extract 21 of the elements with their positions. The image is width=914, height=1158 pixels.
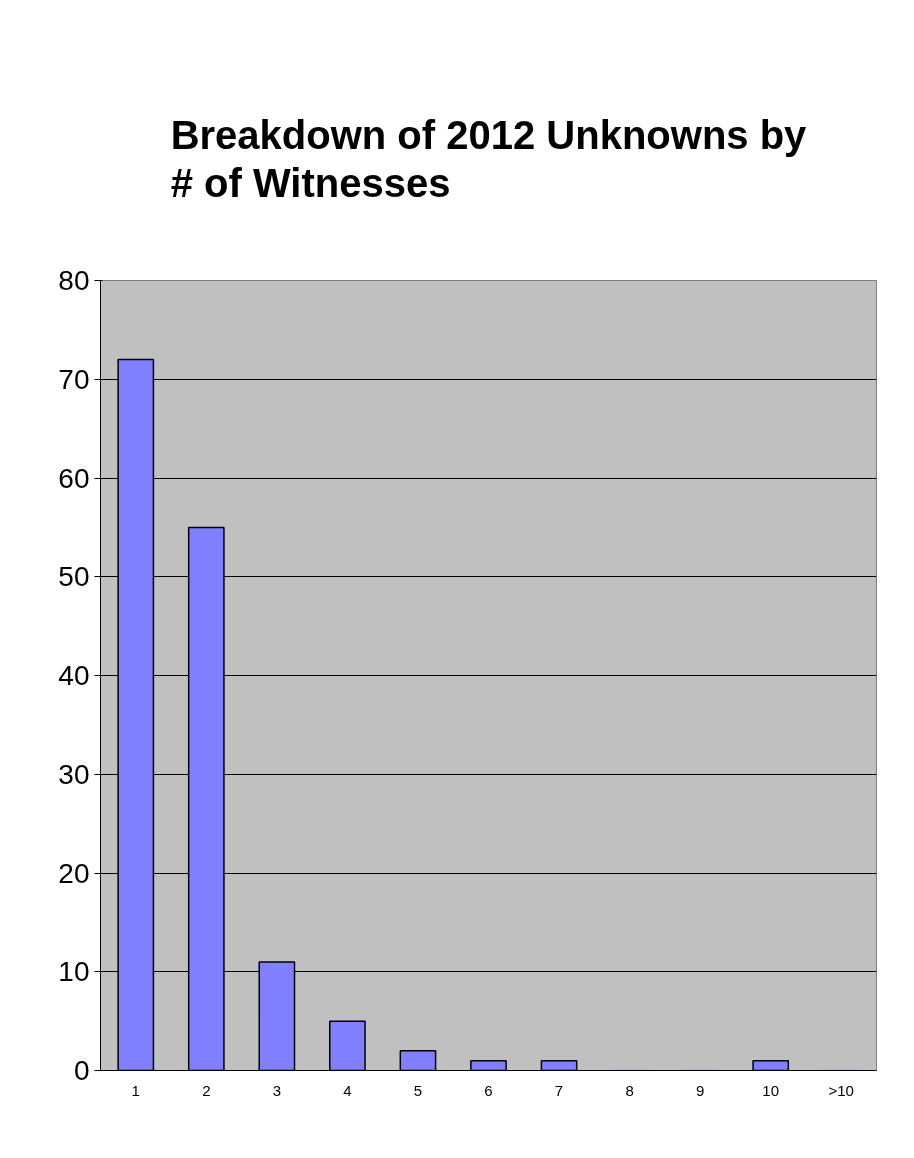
x-tick-label: 2 [202, 1081, 211, 1099]
x-tick-label: 6 [484, 1081, 493, 1099]
x-tick-label: 4 [343, 1081, 352, 1099]
x-tick-label: 10 [762, 1081, 780, 1099]
chart-title: Breakdown of 2012 Unknowns by # of Witnesses [170, 113, 808, 206]
y-tick-label: 40 [58, 660, 90, 691]
y-tick-label: 50 [58, 561, 90, 593]
x-tick-label: 1 [131, 1081, 140, 1099]
x-tick-label: 8 [625, 1081, 634, 1099]
y-tick-label: 10 [58, 956, 90, 988]
x-tick-label: 9 [695, 1081, 705, 1099]
y-tick-label: 20 [58, 857, 90, 889]
y-tick-label: 0 [73, 1055, 90, 1086]
y-tick-label: 70 [58, 363, 90, 395]
x-tick-label: 7 [554, 1081, 564, 1099]
y-tick-label: 80 [58, 265, 90, 296]
x-tick-label: >10 [828, 1081, 854, 1099]
y-tick-label: 30 [58, 758, 90, 790]
x-tick-label: 3 [272, 1081, 282, 1099]
y-tick-label: 60 [58, 462, 90, 494]
x-tick-label: 5 [413, 1081, 423, 1099]
